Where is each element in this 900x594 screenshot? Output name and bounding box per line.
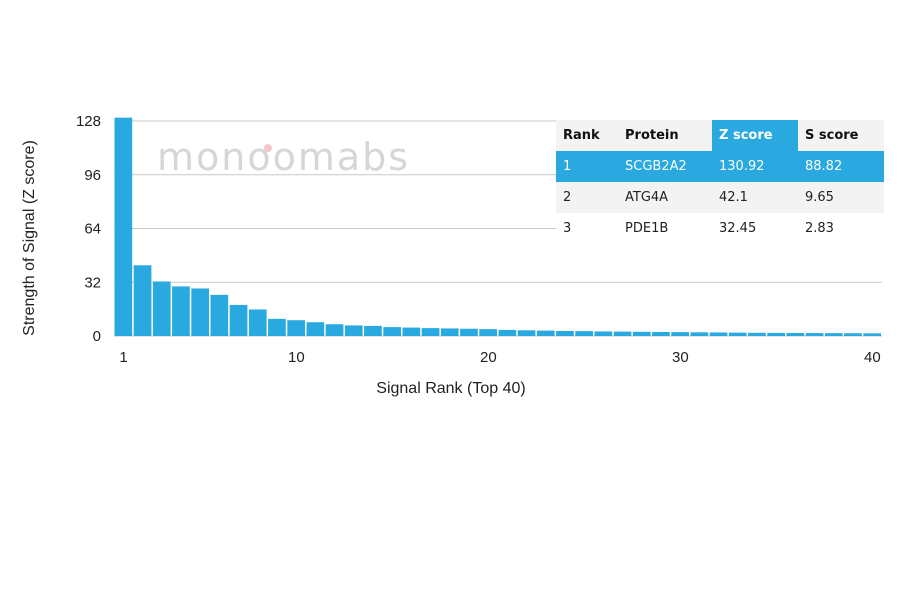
y-tick-labels: 0 32 64 96 128 (76, 113, 101, 345)
cell-z-score: 42.1 (712, 182, 798, 213)
bar-rank-12 (325, 324, 344, 336)
bar-rank-16 (402, 327, 421, 336)
bar-rank-1 (114, 117, 133, 336)
y-tick-label: 64 (84, 221, 101, 238)
bar-rank-17 (421, 328, 440, 336)
header-s-score: S score (798, 120, 884, 151)
bar-rank-32 (709, 332, 728, 336)
bar-rank-25 (575, 331, 593, 336)
bar-rank-38 (824, 333, 843, 336)
cell-protein: ATG4A (618, 182, 712, 213)
bar-rank-19 (460, 328, 478, 336)
cell-s-score: 2.83 (798, 213, 884, 244)
y-tick-label: 96 (84, 167, 101, 184)
cell-z-score: 130.92 (712, 151, 798, 182)
bar-rank-15 (383, 327, 401, 336)
bar-rank-26 (594, 331, 613, 336)
bar-rank-10 (287, 320, 305, 336)
bar-rank-23 (536, 330, 555, 336)
cell-z-score: 32.45 (712, 213, 798, 244)
table-row: 2 ATG4A 42.1 9.65 (556, 182, 884, 213)
bar-rank-40 (863, 333, 881, 336)
bar-rank-33 (728, 332, 747, 336)
header-z-score: Z score (712, 120, 798, 151)
bar-rank-2 (133, 265, 152, 336)
bar-rank-13 (344, 325, 363, 336)
bar-rank-34 (748, 332, 766, 336)
cell-rank: 3 (556, 213, 618, 244)
header-rank: Rank (556, 120, 618, 151)
bar-rank-36 (786, 332, 805, 336)
cell-rank: 1 (556, 151, 618, 182)
watermark-dot-icon (264, 144, 272, 152)
bar-rank-21 (498, 329, 517, 336)
y-tick-label: 0 (93, 328, 101, 345)
y-tick-label: 32 (84, 274, 101, 291)
bar-rank-39 (844, 333, 862, 336)
table-header-row: Rank Protein Z score S score (556, 120, 884, 151)
x-tick-labels: 1 10 20 30 40 (119, 349, 880, 366)
bar-rank-29 (652, 331, 670, 336)
bars (114, 117, 881, 336)
cell-s-score: 88.82 (798, 151, 884, 182)
bar-rank-22 (517, 330, 536, 336)
table-row: 3 PDE1B 32.45 2.83 (556, 213, 884, 244)
bar-rank-27 (613, 331, 632, 336)
bar-rank-30 (671, 332, 689, 336)
rank-table: Rank Protein Z score S score 1 SCGB2A2 1… (556, 120, 884, 244)
bar-rank-4 (172, 286, 190, 336)
cell-protein: PDE1B (618, 213, 712, 244)
bar-rank-3 (152, 281, 171, 336)
header-protein: Protein (618, 120, 712, 151)
cell-s-score: 9.65 (798, 182, 884, 213)
x-tick-label: 10 (288, 349, 305, 366)
bar-rank-31 (690, 332, 709, 336)
bar-rank-24 (556, 330, 574, 336)
cell-protein: SCGB2A2 (618, 151, 712, 182)
bar-rank-14 (364, 325, 382, 336)
x-tick-label: 1 (119, 349, 127, 366)
x-tick-label: 20 (480, 349, 497, 366)
bar-rank-28 (632, 331, 651, 336)
bar-rank-8 (248, 309, 267, 336)
y-axis-title: Strength of Signal (Z score) (21, 140, 38, 336)
bar-rank-7 (229, 304, 248, 336)
table-row: 1 SCGB2A2 130.92 88.82 (556, 151, 884, 182)
cell-rank: 2 (556, 182, 618, 213)
bar-rank-5 (191, 288, 209, 336)
x-tick-label: 30 (672, 349, 689, 366)
bar-rank-11 (306, 322, 325, 336)
bar-rank-20 (479, 329, 497, 336)
watermark-logo: monoomabs (157, 135, 410, 179)
svg-text:monoomabs: monoomabs (157, 135, 410, 179)
bar-rank-6 (210, 294, 229, 336)
bar-rank-35 (767, 332, 785, 336)
x-axis-title: Signal Rank (Top 40) (376, 380, 525, 397)
x-tick-label: 40 (864, 349, 881, 366)
y-tick-label: 128 (76, 113, 101, 130)
bar-rank-9 (268, 318, 286, 336)
bar-rank-18 (440, 328, 459, 336)
bar-rank-37 (805, 333, 824, 336)
